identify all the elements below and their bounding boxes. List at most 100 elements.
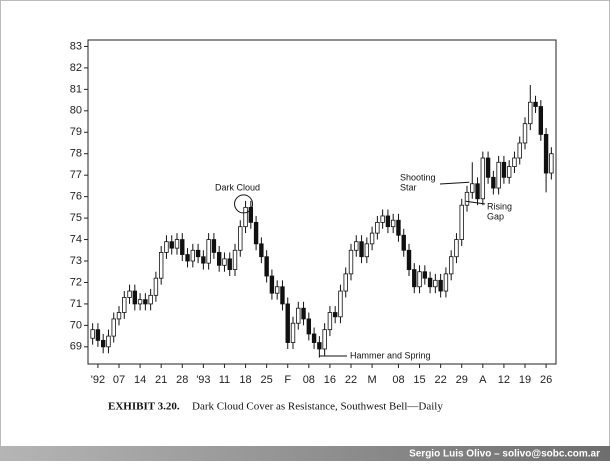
candle-body	[448, 256, 454, 275]
y-tick-label: 82	[70, 62, 82, 74]
candle-body	[522, 123, 528, 144]
candle-body	[538, 106, 544, 135]
annotation-circle	[234, 194, 254, 214]
candle-body	[222, 258, 227, 266]
candle-body	[211, 239, 217, 253]
y-tick-label: 71	[70, 298, 82, 310]
candle-body	[549, 153, 554, 174]
y-tick-label: 83	[70, 40, 82, 52]
candle-body	[290, 322, 296, 343]
candle-body	[95, 329, 101, 341]
candle-body	[401, 234, 406, 251]
y-tick-label: 72	[70, 276, 82, 288]
x-tick-label: 18	[239, 374, 251, 386]
candle-body	[206, 239, 211, 264]
candle-body	[506, 166, 512, 178]
candle-body	[475, 183, 480, 200]
candle-body	[301, 307, 306, 320]
y-tick-label: 78	[70, 148, 82, 160]
candle-body	[422, 271, 428, 279]
y-tick-label: 81	[70, 83, 82, 95]
plot-frame	[87, 39, 557, 365]
y-tick-label: 70	[70, 319, 82, 331]
candle-body	[148, 294, 153, 305]
chart-title: Dark Cloud Cover as Resistance, Southwes…	[192, 401, 443, 413]
candle-body	[470, 183, 475, 193]
candle-body	[528, 101, 533, 125]
candle-body	[412, 269, 417, 288]
candle-body	[354, 241, 359, 251]
candle-body	[285, 303, 290, 343]
candle-body	[417, 271, 422, 288]
annotation: Star	[400, 182, 417, 192]
candle-body	[232, 249, 238, 270]
x-tick-label: F	[284, 374, 291, 386]
candle-body	[390, 219, 396, 228]
candle-body	[480, 157, 486, 200]
x-tick-label: M	[368, 374, 377, 386]
candle-body	[369, 232, 375, 245]
footer-bar	[0, 446, 610, 461]
candle-body	[459, 204, 464, 240]
x-tick-label: 08	[303, 374, 315, 386]
candle-body	[169, 241, 174, 249]
x-tick-label: 11	[219, 374, 230, 386]
annotation-arrow	[465, 200, 486, 205]
candle-body	[111, 318, 116, 337]
candle-body	[90, 329, 95, 339]
candle-body	[274, 286, 280, 294]
candle-body	[185, 254, 190, 262]
candle-body	[106, 335, 111, 348]
y-tick-label: 77	[70, 169, 82, 181]
candle-body	[380, 215, 385, 223]
candle-body	[332, 312, 338, 318]
candle-body	[100, 339, 106, 348]
candle-body	[238, 226, 243, 251]
candle-body	[122, 297, 127, 313]
candle-body	[269, 275, 275, 294]
candle-body	[438, 279, 443, 292]
candle-body	[253, 221, 259, 245]
x-tick-label: 14	[134, 374, 146, 386]
candle-body	[433, 279, 438, 288]
candle-body	[543, 134, 549, 174]
candle-body	[385, 215, 391, 228]
candle-body	[496, 161, 501, 189]
candle-body	[127, 290, 132, 298]
x-tick-label: 22	[345, 374, 357, 386]
x-tick-label: A	[479, 374, 487, 386]
candle-body	[174, 239, 180, 249]
candle-body	[248, 206, 254, 223]
x-tick-label: 26	[540, 374, 552, 386]
annotation: Gap	[487, 211, 504, 221]
candle-body	[143, 299, 148, 305]
candle-body	[306, 318, 312, 335]
annotation: Hammer and Spring	[350, 350, 431, 360]
candle-body	[338, 290, 343, 318]
candle-body	[216, 252, 222, 266]
y-tick-label: 75	[70, 212, 82, 224]
candle-body	[132, 290, 138, 305]
annotation: Dark Cloud	[215, 182, 260, 192]
y-tick-label: 80	[70, 105, 82, 117]
candle-body	[443, 273, 449, 292]
candle-body	[517, 142, 522, 159]
candle-body	[348, 249, 354, 275]
candle-body	[359, 241, 364, 258]
candle-body	[195, 249, 201, 258]
x-tick-label: 21	[155, 374, 167, 386]
x-tick-label: 07	[113, 374, 125, 386]
candle-body	[364, 243, 370, 258]
annotation: Shooting	[400, 172, 436, 182]
candle-body	[116, 312, 122, 320]
x-tick-label: 08	[392, 374, 404, 386]
candle-body	[243, 206, 248, 228]
annotation-arrow	[439, 181, 470, 185]
candle-body	[406, 249, 412, 270]
y-tick-label: 76	[70, 191, 82, 203]
candle-body	[343, 273, 348, 292]
candle-body	[296, 307, 301, 324]
x-tick-label: '93	[196, 374, 210, 386]
